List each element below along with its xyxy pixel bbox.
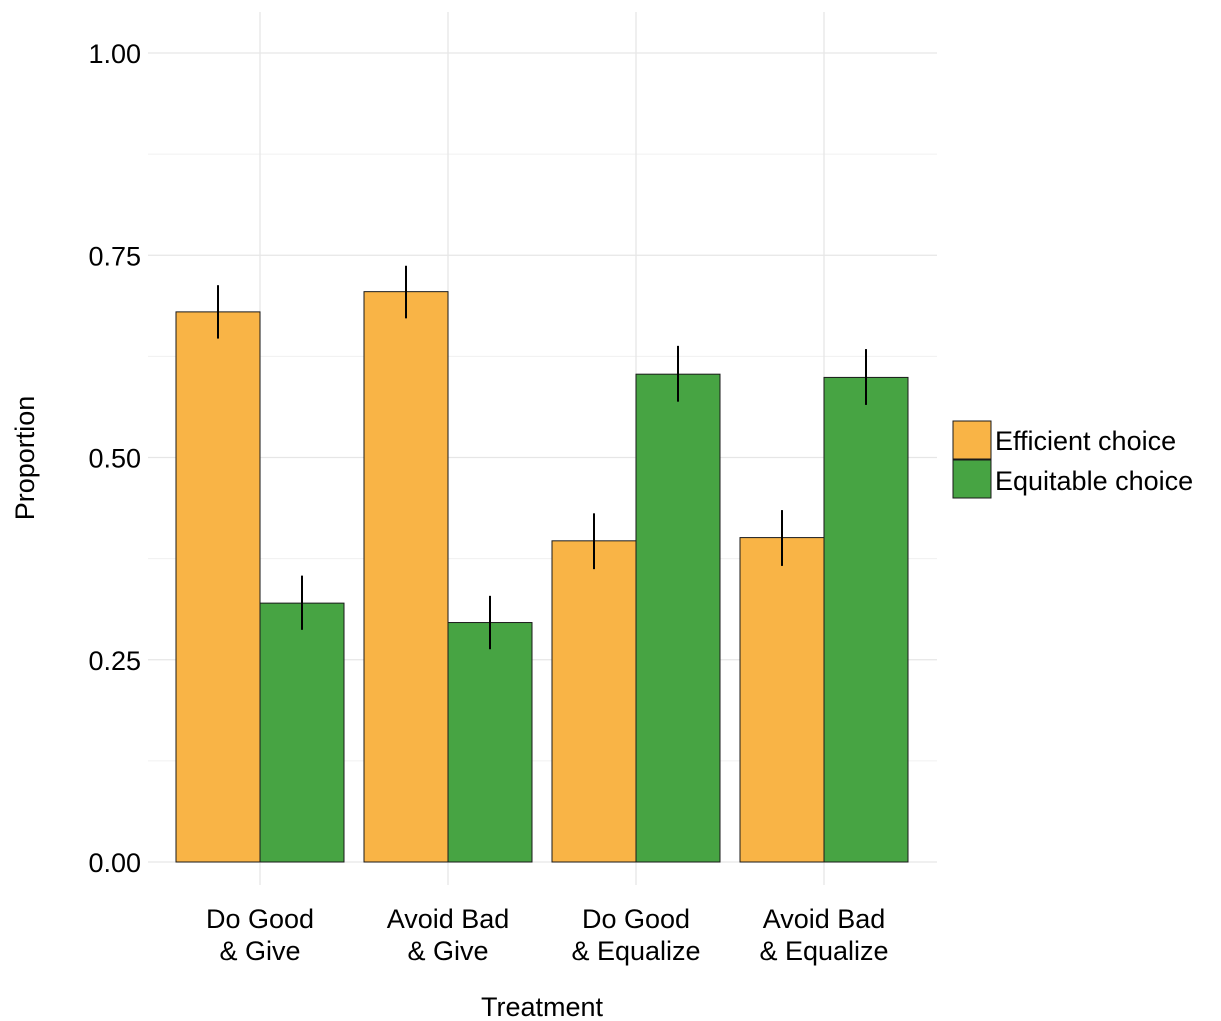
legend: Efficient choice Equitable choice	[952, 420, 1193, 499]
bar-efficient-3	[739, 537, 825, 863]
x-axis-title: Treatment	[481, 992, 604, 1021]
x-tick-label: Do Good & Give	[206, 904, 314, 966]
bar-equitable-3	[823, 376, 909, 863]
error-bars	[217, 265, 867, 650]
legend-swatch-equitable	[952, 459, 992, 499]
legend-label-equitable: Equitable choice	[995, 466, 1193, 496]
y-tick-label: 0.25	[88, 646, 141, 676]
y-tick-label: 0.75	[88, 241, 141, 271]
bar-equitable-0	[259, 602, 345, 863]
x-tick-label: Do Good & Equalize	[571, 904, 700, 966]
legend-label-efficient: Efficient choice	[995, 426, 1176, 456]
x-tick-label: Avoid Bad & Equalize	[759, 904, 888, 966]
x-tick-labels: Do Good & Give Avoid Bad & Give Do Good & Equ…	[206, 904, 889, 966]
y-axis-title: Proportion	[10, 396, 40, 521]
y-tick-label: 0.50	[88, 444, 141, 474]
x-tick-label: Avoid Bad & Give	[387, 904, 510, 966]
bar-efficient-1	[363, 291, 449, 863]
y-tick-labels: 0.00 0.25 0.50 0.75 1.00	[88, 39, 141, 878]
bar-equitable-2	[635, 373, 721, 863]
bar-efficient-2	[551, 540, 637, 863]
y-tick-label: 1.00	[88, 39, 141, 69]
bar-efficient-0	[175, 311, 261, 863]
y-tick-label: 0.00	[88, 848, 141, 878]
bar-equitable-1	[447, 622, 533, 863]
legend-swatch-efficient	[952, 420, 992, 460]
bars	[175, 291, 909, 863]
